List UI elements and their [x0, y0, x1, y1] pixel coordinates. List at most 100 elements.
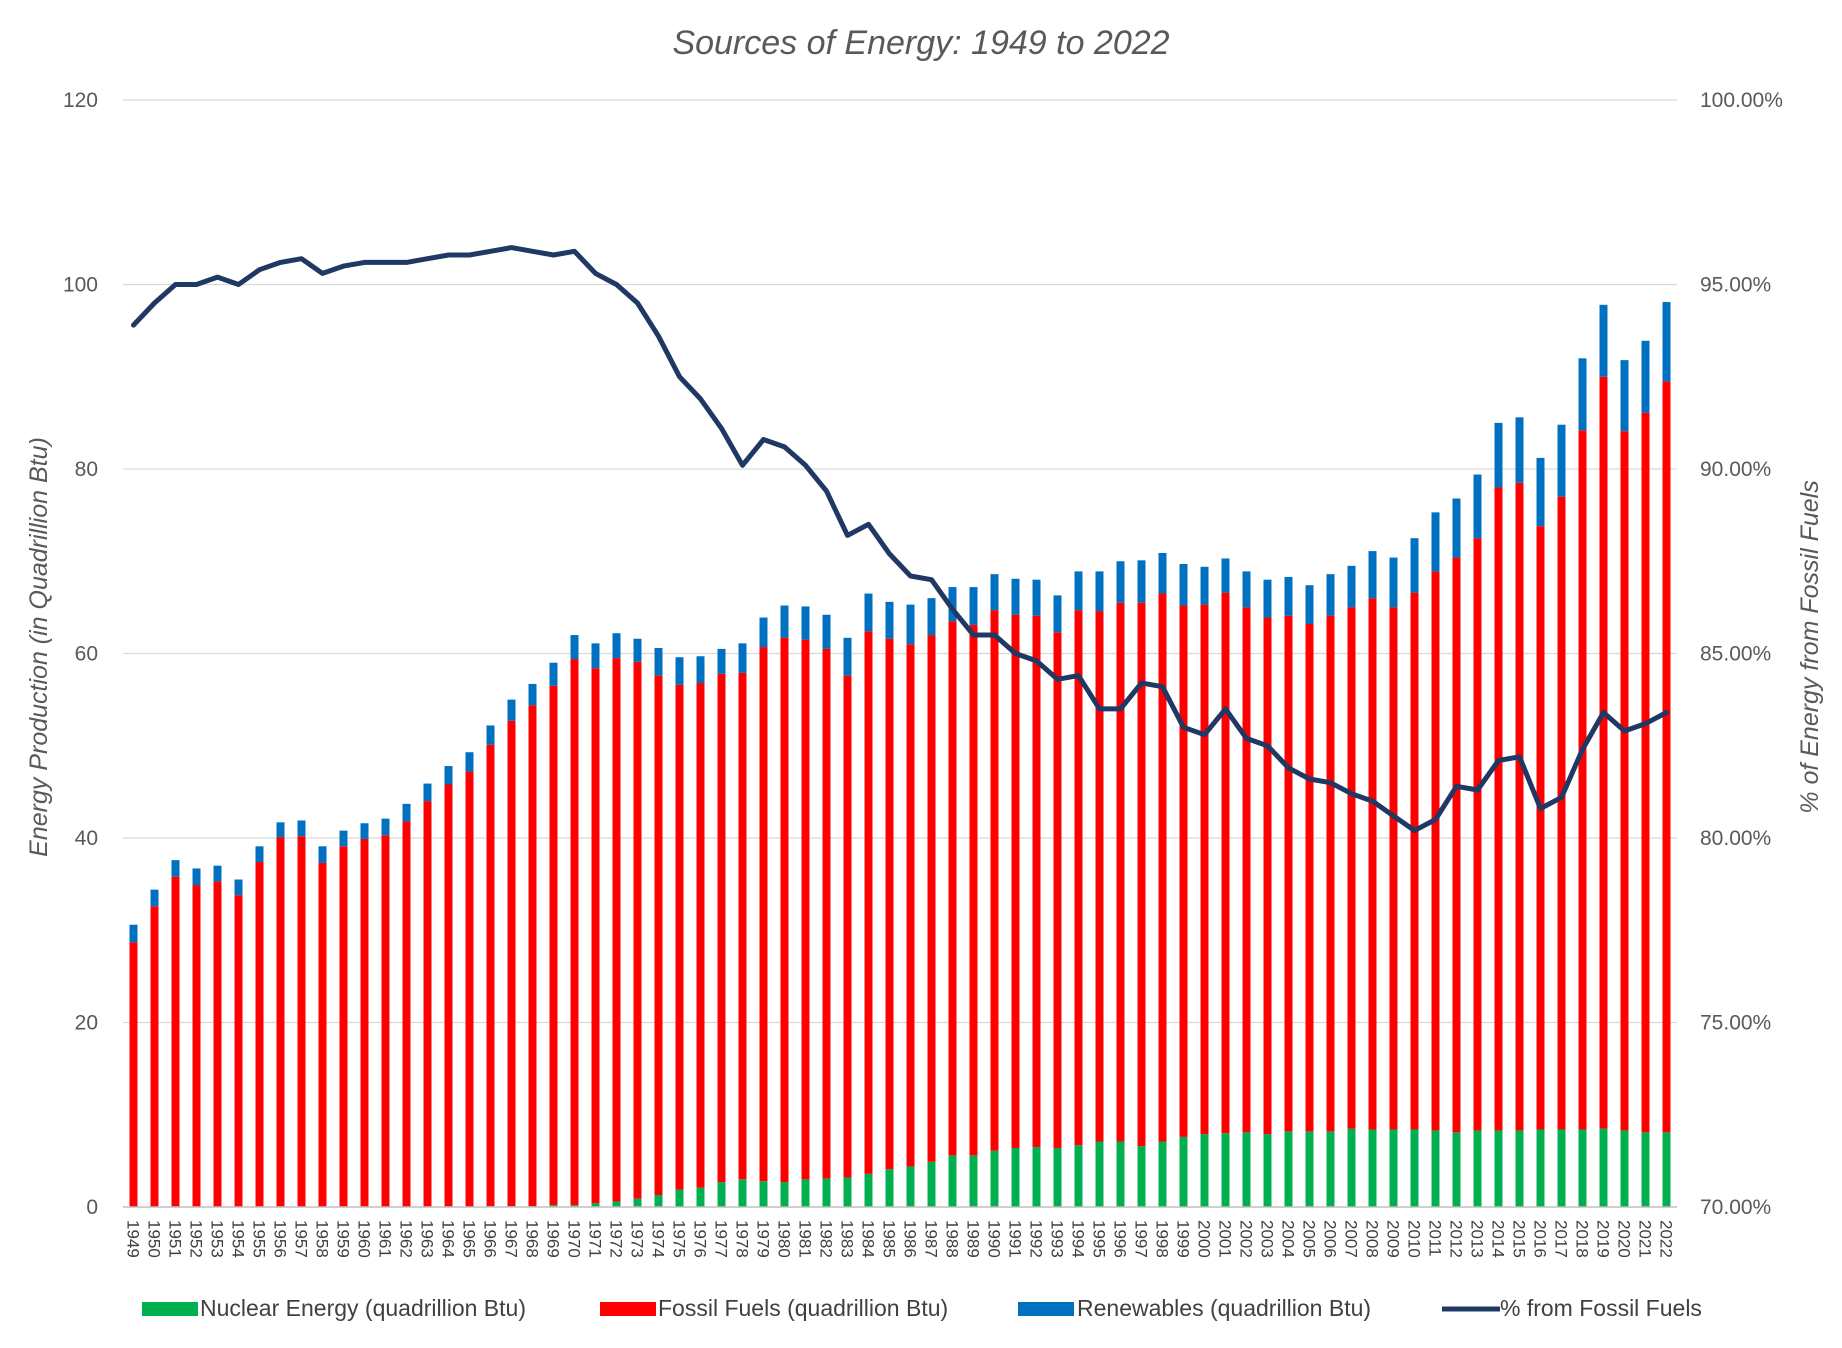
bar-renewables — [675, 657, 684, 685]
bar-renewables — [423, 783, 432, 802]
bar-nuclear — [738, 1179, 747, 1207]
bar-fossil — [444, 784, 453, 1207]
y-tick-label: 20 — [75, 1012, 98, 1035]
x-tick-label: 1977 — [712, 1220, 731, 1258]
bar-nuclear — [1326, 1131, 1335, 1207]
bar-fossil — [339, 846, 348, 1207]
bar-renewables — [1200, 566, 1209, 605]
bar-renewables — [1599, 304, 1608, 377]
bar-renewables — [738, 643, 747, 673]
bar-nuclear — [1158, 1141, 1167, 1207]
bar-fossil — [864, 631, 873, 1174]
x-tick-label: 1974 — [649, 1220, 668, 1258]
x-tick-label: 1952 — [187, 1220, 206, 1258]
x-tick-label: 1950 — [145, 1220, 164, 1258]
bar-renewables — [1158, 552, 1167, 594]
x-tick-label: 2022 — [1657, 1220, 1676, 1258]
bar-renewables — [318, 846, 327, 863]
bar-nuclear — [990, 1150, 999, 1207]
bar-fossil — [129, 942, 138, 1207]
bar-fossil — [1557, 496, 1566, 1130]
bar-renewables — [843, 637, 852, 676]
legend-label-nuclear: Nuclear Energy (quadrillion Btu) — [200, 1295, 526, 1321]
bar-fossil — [255, 861, 264, 1207]
x-tick-label: 1987 — [922, 1220, 941, 1258]
bar-renewables — [402, 803, 411, 822]
x-tick-label: 1999 — [1174, 1220, 1193, 1258]
x-tick-label: 2010 — [1405, 1220, 1424, 1258]
x-tick-label: 1979 — [754, 1220, 773, 1258]
x-tick-label: 1976 — [691, 1220, 710, 1258]
x-tick-label: 1992 — [1027, 1220, 1046, 1258]
bar-nuclear — [1011, 1147, 1020, 1207]
x-tick-label: 2004 — [1279, 1220, 1298, 1258]
x-tick-label: 2011 — [1426, 1220, 1445, 1257]
bar-fossil — [1431, 571, 1440, 1131]
bar-renewables — [1284, 576, 1293, 616]
line-fossil-share — [131, 245, 1669, 834]
bar-renewables — [906, 604, 915, 645]
bar-nuclear — [1578, 1129, 1587, 1207]
x-tick-label: 1978 — [733, 1220, 752, 1258]
legend-swatch-renewables — [1018, 1302, 1074, 1316]
bar-renewables — [780, 605, 789, 638]
bar-fossil — [381, 835, 390, 1207]
y-tick-label: 80 — [75, 458, 98, 481]
bar-fossil — [150, 906, 159, 1207]
y-tick-label: 120 — [63, 89, 98, 112]
x-tick-label: 1958 — [313, 1220, 332, 1258]
bar-nuclear — [1095, 1141, 1104, 1207]
bar-fossil — [297, 836, 306, 1207]
bar-renewables — [150, 889, 159, 907]
bar-nuclear — [1305, 1131, 1314, 1207]
bar-fossil — [717, 673, 726, 1183]
bar-fossil — [318, 862, 327, 1207]
bar-fossil — [1053, 632, 1062, 1148]
x-tick-label: 1991 — [1006, 1220, 1025, 1258]
bar-nuclear — [1368, 1129, 1377, 1207]
bar-renewables — [360, 823, 369, 839]
bar-renewables — [1410, 538, 1419, 593]
bar-nuclear — [864, 1173, 873, 1207]
bar-fossil — [1305, 623, 1314, 1132]
x-tick-label: 1986 — [901, 1220, 920, 1258]
bar-nuclear — [969, 1155, 978, 1207]
legend-label-fossil-share: % from Fossil Fuels — [1500, 1295, 1702, 1321]
x-tick-label: 2007 — [1342, 1220, 1361, 1258]
bar-fossil — [234, 895, 243, 1207]
bar-nuclear — [1620, 1130, 1629, 1207]
bar-fossil — [696, 683, 705, 1188]
x-tick-label: 2020 — [1615, 1220, 1634, 1258]
bar-renewables — [1578, 358, 1587, 431]
bars — [129, 302, 1671, 1207]
x-tick-label: 1954 — [229, 1220, 248, 1258]
x-tick-label: 2012 — [1447, 1220, 1466, 1258]
y2-tick-label: 90.00% — [1700, 458, 1771, 481]
bar-renewables — [234, 879, 243, 896]
bar-nuclear — [780, 1182, 789, 1207]
bar-renewables — [801, 606, 810, 640]
bar-renewables — [927, 598, 936, 636]
x-tick-label: 1975 — [670, 1220, 689, 1258]
bar-renewables — [948, 587, 957, 622]
bar-fossil — [1326, 615, 1335, 1132]
bar-nuclear — [1452, 1132, 1461, 1207]
bar-renewables — [1536, 457, 1545, 527]
bar-fossil — [171, 876, 180, 1207]
bar-fossil — [528, 705, 537, 1207]
bar-renewables — [486, 725, 495, 745]
bar-renewables — [1011, 578, 1020, 615]
chart-title: Sources of Energy: 1949 to 2022 — [672, 24, 1169, 62]
x-tick-label: 1968 — [523, 1220, 542, 1258]
bar-nuclear — [633, 1198, 642, 1207]
bar-renewables — [822, 614, 831, 649]
bar-nuclear — [759, 1181, 768, 1207]
bar-fossil — [759, 647, 768, 1182]
x-tick-label: 2021 — [1636, 1220, 1655, 1258]
bar-nuclear — [717, 1182, 726, 1207]
bar-fossil — [948, 621, 957, 1156]
bar-fossil — [843, 675, 852, 1178]
bar-renewables — [1032, 579, 1041, 616]
bar-fossil — [1599, 376, 1608, 1129]
